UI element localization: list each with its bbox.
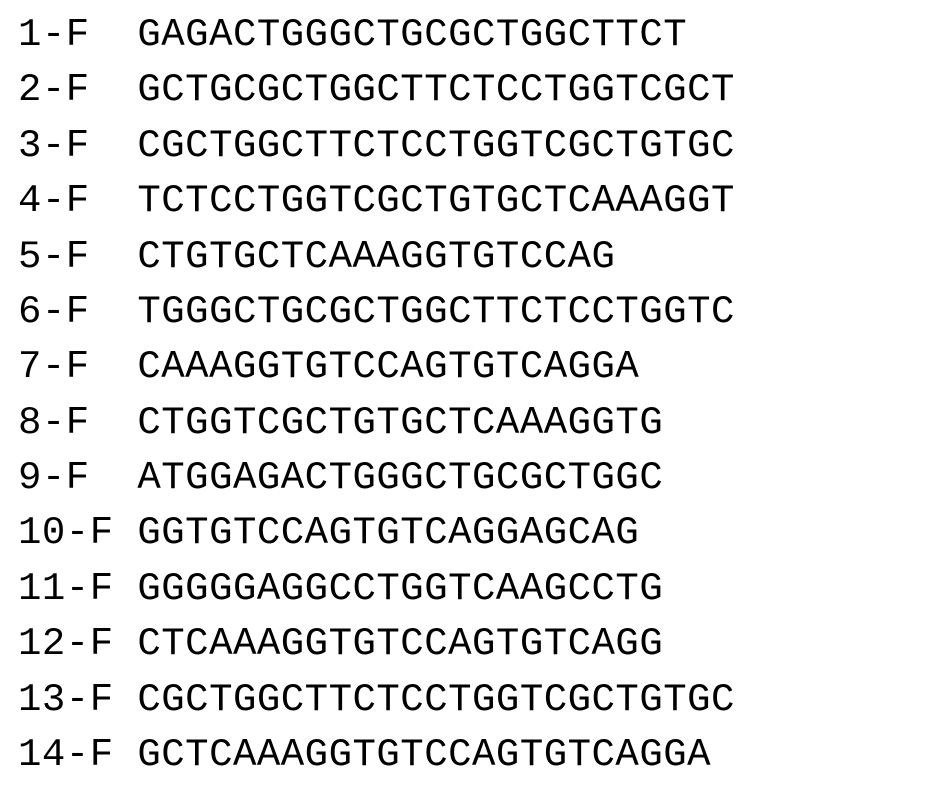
row-label: 13-F	[18, 673, 137, 728]
row-label: 9-F	[18, 451, 137, 506]
row-sequence: GAGACTGGGCTGCGCTGGCTTCT	[137, 8, 687, 63]
table-row: 8-FCTGGTCGCTGTGCTCAAAGGTG	[18, 396, 936, 451]
row-sequence: GCTCAAAGGTGTCCAGTGTCAGGA	[137, 728, 711, 783]
row-label: 6-F	[18, 285, 137, 340]
row-sequence: TGGGCTGCGCTGGCTTCTCCTGGTC	[137, 285, 735, 340]
table-row: 12-FCTCAAAGGTGTCCAGTGTCAGG	[18, 617, 936, 672]
row-label: 11-F	[18, 562, 137, 617]
row-sequence: CGCTGGCTTCTCCTGGTCGCTGTGC	[137, 119, 735, 174]
row-label: 14-F	[18, 728, 137, 783]
row-label: 8-F	[18, 396, 137, 451]
table-row: 6-FTGGGCTGCGCTGGCTTCTCCTGGTC	[18, 285, 936, 340]
table-row: 1-FGAGACTGGGCTGCGCTGGCTTCT	[18, 8, 936, 63]
row-label: 3-F	[18, 119, 137, 174]
table-row: 10-FGGTGTCCAGTGTCAGGAGCAG	[18, 506, 936, 561]
row-sequence: CAAAGGTGTCCAGTGTCAGGA	[137, 340, 639, 395]
row-label: 10-F	[18, 506, 137, 561]
table-row: 5-FCTGTGCTCAAAGGTGTCCAG	[18, 230, 936, 285]
row-label: 5-F	[18, 230, 137, 285]
table-row: 13-FCGCTGGCTTCTCCTGGTCGCTGTGC	[18, 673, 936, 728]
table-row: 11-FGGGGGAGGCCTGGTCAAGCCTG	[18, 562, 936, 617]
row-label: 1-F	[18, 8, 137, 63]
table-row: 3-FCGCTGGCTTCTCCTGGTCGCTGTGC	[18, 119, 936, 174]
table-row: 2-FGCTGCGCTGGCTTCTCCTGGTCGCT	[18, 63, 936, 118]
row-sequence: GGTGTCCAGTGTCAGGAGCAG	[137, 506, 639, 561]
row-sequence: CTGGTCGCTGTGCTCAAAGGTG	[137, 396, 663, 451]
table-row: 7-FCAAAGGTGTCCAGTGTCAGGA	[18, 340, 936, 395]
table-row: 9-FATGGAGACTGGGCTGCGCTGGC	[18, 451, 936, 506]
table-row: 14-FGCTCAAAGGTGTCCAGTGTCAGGA	[18, 728, 936, 783]
row-sequence: CTGTGCTCAAAGGTGTCCAG	[137, 230, 615, 285]
row-sequence: CTCAAAGGTGTCCAGTGTCAGG	[137, 617, 663, 672]
row-label: 12-F	[18, 617, 137, 672]
row-sequence: CGCTGGCTTCTCCTGGTCGCTGTGC	[137, 673, 735, 728]
row-label: 4-F	[18, 174, 137, 229]
row-label: 2-F	[18, 63, 137, 118]
sequence-listing: 1-FGAGACTGGGCTGCGCTGGCTTCT 2-FGCTGCGCTGG…	[0, 0, 936, 785]
row-sequence: TCTCCTGGTCGCTGTGCTCAAAGGT	[137, 174, 735, 229]
row-label: 7-F	[18, 340, 137, 395]
row-sequence: GGGGGAGGCCTGGTCAAGCCTG	[137, 562, 663, 617]
table-row: 4-FTCTCCTGGTCGCTGTGCTCAAAGGT	[18, 174, 936, 229]
row-sequence: ATGGAGACTGGGCTGCGCTGGC	[137, 451, 663, 506]
row-sequence: GCTGCGCTGGCTTCTCCTGGTCGCT	[137, 63, 735, 118]
